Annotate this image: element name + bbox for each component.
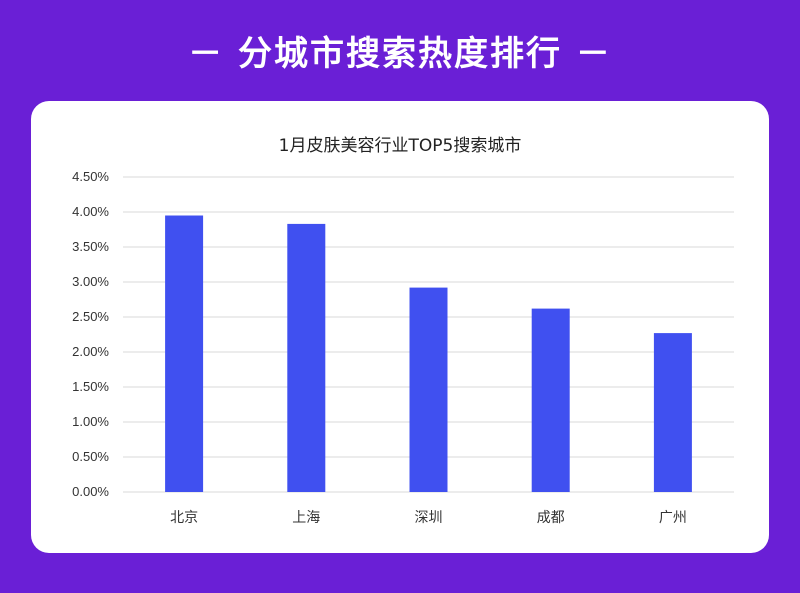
- y-tick-label: 4.50%: [72, 169, 109, 184]
- bar-1: [165, 215, 204, 492]
- y-tick-label: 1.00%: [72, 414, 109, 429]
- y-tick-label: 2.00%: [72, 344, 109, 359]
- y-tick-label: 2.50%: [72, 309, 109, 324]
- y-tick-label: 3.50%: [72, 239, 109, 254]
- y-tick-label: 0.00%: [72, 484, 109, 499]
- x-category-label: 上海: [292, 510, 320, 526]
- x-category-label: 深圳: [415, 510, 443, 526]
- bar-3: [409, 287, 448, 492]
- x-category-label: 成都: [537, 510, 565, 526]
- x-category-label: 北京: [170, 510, 198, 526]
- bar-chart: 0.00% 0.50% 1.00% 1.50% 2.00% 2.50% 3.00% 3.50%…: [72, 169, 734, 526]
- y-tick-label: 4.00%: [72, 204, 109, 219]
- y-tick-label: 1.50%: [72, 379, 109, 394]
- y-tick-label: 0.50%: [72, 449, 109, 464]
- bar-2: [287, 223, 326, 492]
- x-category-label: 广州: [659, 510, 687, 526]
- chart-card: 1月皮肤美容行业TOP5搜索城市 0.00% 0.50% 1.00% 1.50% 2.0…: [31, 101, 769, 553]
- y-tick-label: 3.00%: [72, 274, 109, 289]
- chart-title: 1月皮肤美容行业TOP5搜索城市: [278, 136, 522, 156]
- bar-4: [531, 308, 570, 492]
- bar-5: [653, 333, 692, 492]
- page-title: － 分城市搜索热度排行 －: [188, 33, 612, 74]
